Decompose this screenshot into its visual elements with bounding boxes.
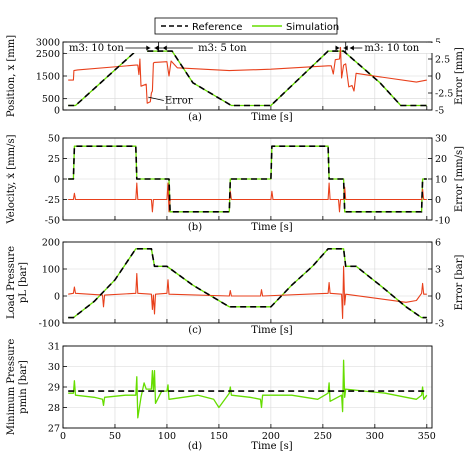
x-tick-label: 300	[366, 431, 384, 442]
series-simulation	[68, 359, 428, 419]
y2-tick-label: 30	[435, 134, 447, 145]
panel-label: (d)	[188, 441, 202, 452]
annotation-arrowhead	[335, 45, 340, 51]
annotation-bg	[196, 43, 245, 53]
plot-frame	[62, 241, 433, 324]
y2-tick-label: 2.5	[435, 55, 450, 66]
y2-tick-label: -3	[435, 319, 444, 330]
annotation-m3-mid: m3: 5 ton	[198, 43, 247, 54]
x-axis-label: Time [s]	[251, 112, 292, 123]
panel-label: (b)	[188, 222, 202, 233]
y2-tick-label: 20	[435, 154, 447, 165]
y-tick-label: 2500	[36, 49, 60, 60]
series-error	[68, 46, 427, 104]
y-tick-label: 50	[48, 134, 60, 145]
y-tick-label: 100	[42, 265, 60, 276]
x-axis-label: Time [s]	[251, 441, 292, 452]
panel-label: (a)	[188, 112, 202, 123]
annotation-arrowhead	[146, 45, 151, 51]
y-tick-label: 200	[42, 238, 60, 249]
y2-tick-label: 10	[435, 175, 447, 186]
x-tick-label: 250	[314, 431, 332, 442]
annotation-bg	[362, 43, 445, 53]
y-axis-label-2: pmin [bar]	[18, 360, 29, 414]
series-error	[68, 265, 427, 320]
y-tick-label: 25	[48, 154, 60, 165]
y2-tick-label: 0	[435, 72, 441, 83]
y2-tick-label: -5	[435, 106, 444, 117]
y-tick-label: 0	[54, 106, 60, 117]
y-axis-label: Position, x [mm]	[6, 35, 17, 117]
x-tick-label: 350	[418, 431, 436, 442]
y-axis-label: Load Pressure	[6, 246, 17, 319]
y-axis-label-2: pL [bar]	[18, 262, 29, 303]
y2-tick-label: 6	[435, 238, 441, 249]
y2-tick-label: -2.5	[435, 89, 453, 100]
y-tick-label: 3000	[36, 38, 60, 49]
series-reference	[68, 145, 427, 213]
y-tick-label: 31	[48, 342, 60, 353]
panel-c: -100 0 100 200 -3 0 3 6 Time [s] (c) Load Pressure…	[6, 238, 465, 337]
series-error	[68, 182, 427, 213]
panel-b: -50 -25 0 25 50 -10 0 10 20 30 Time [s] (b) Velocity…	[6, 134, 465, 234]
panel-label: (c)	[188, 325, 202, 336]
y-tick-label: 0	[54, 175, 60, 186]
y-tick-label: 30	[48, 362, 60, 373]
y-tick-label: -50	[45, 216, 60, 227]
annotation-error: Error	[165, 95, 193, 106]
y-axis-label: Minimum Pressure	[6, 339, 17, 436]
series-reference	[68, 248, 427, 319]
x-tick-label: 100	[158, 431, 176, 442]
y-tick-label: -100	[39, 319, 60, 330]
series-simulation	[68, 50, 427, 107]
annotation-m3-right: m3: 10 ton	[364, 43, 419, 54]
y-tick-label: 27	[48, 424, 60, 435]
annotation-m3-left: m3: 10 ton	[69, 43, 124, 54]
y2-axis-label: Error [bar]	[454, 255, 465, 311]
y2-tick-label: 0	[435, 292, 441, 303]
annotation-arrowhead	[154, 45, 159, 51]
y-tick-label: -25	[45, 195, 60, 206]
annotation-error-arrow	[148, 96, 164, 101]
y-tick-label: 28	[48, 403, 60, 414]
x-tick-label: 50	[109, 431, 121, 442]
y2-axis-label: Error [mm/s]	[454, 146, 465, 212]
y2-axis-label: Error [mm]	[454, 47, 465, 105]
y2-tick-label: -10	[435, 216, 450, 227]
x-tick-label: 200	[262, 431, 280, 442]
x-tick-label: 150	[210, 431, 228, 442]
x-tick-label: 0	[60, 431, 66, 442]
panel-d: 27 28 29 30 31 0 50 100 150 200 250 300 350 Time [s] (…	[6, 339, 436, 452]
x-axis-label: Time [s]	[251, 325, 292, 336]
legend-simulation-label: Simulation	[286, 22, 339, 33]
y-axis-label: Velocity, ẋ [mm/s]	[6, 134, 17, 224]
annotation-bg	[65, 43, 147, 53]
legend-reference-label: Reference	[192, 22, 242, 33]
y-tick-label: 29	[48, 383, 60, 394]
y-tick-label: 500	[42, 94, 60, 105]
legend: Reference Simulation	[154, 17, 339, 35]
series-reference	[68, 50, 427, 107]
series-simulation	[68, 248, 427, 319]
y2-tick-label: 3	[435, 265, 441, 276]
y-tick-label: 1500	[36, 72, 60, 83]
annotation-arrowhead	[349, 45, 354, 51]
y2-tick-label: 0	[435, 195, 441, 206]
x-axis-label: Time [s]	[251, 222, 292, 233]
y-tick-label: 0	[54, 292, 60, 303]
annotation-arrowhead	[162, 45, 167, 51]
